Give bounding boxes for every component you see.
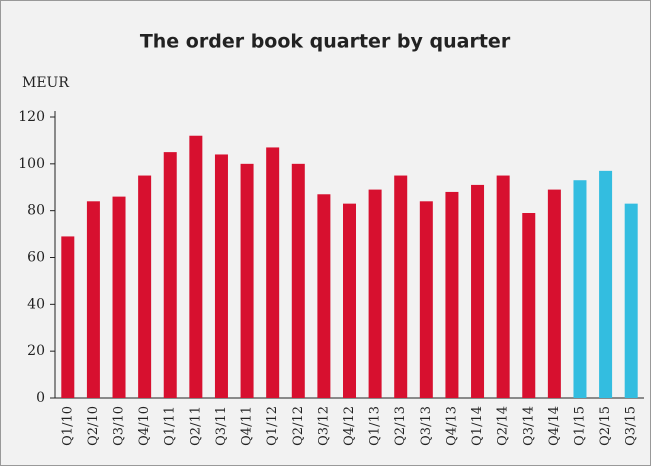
- bar: [240, 163, 254, 398]
- bar: [522, 213, 536, 398]
- x-tick-label: Q2/10: [86, 406, 101, 446]
- bar: [599, 170, 613, 398]
- x-tick-label: Q4/12: [342, 406, 357, 446]
- bar: [368, 189, 382, 398]
- bar: [291, 163, 305, 398]
- x-tick-label: Q2/11: [188, 406, 203, 446]
- y-tick-label: 0: [36, 390, 45, 406]
- x-tick-label: Q3/11: [214, 406, 229, 446]
- y-tick-label: 80: [27, 203, 45, 219]
- bar: [214, 154, 228, 398]
- bar: [624, 203, 638, 398]
- bar: [163, 152, 177, 398]
- x-tick-label: Q1/10: [60, 406, 75, 446]
- x-tick-label: Q2/13: [393, 406, 408, 446]
- x-tick-label: Q2/14: [496, 406, 511, 446]
- x-tick-label: Q4/11: [240, 406, 255, 446]
- bar: [112, 196, 126, 398]
- x-tick-label: Q2/15: [598, 406, 613, 446]
- y-tick-label: 40: [27, 296, 45, 312]
- x-tick-label: Q1/13: [368, 406, 383, 446]
- bar: [419, 201, 433, 398]
- x-tick-label: Q1/12: [265, 406, 280, 446]
- x-tick-label: Q2/12: [291, 406, 306, 446]
- x-tick-label: Q3/14: [521, 406, 536, 446]
- bar: [189, 135, 203, 398]
- bar: [471, 184, 485, 398]
- bar: [547, 189, 561, 398]
- bar: [573, 180, 587, 398]
- x-tick-label: Q3/13: [419, 406, 434, 446]
- bar: [138, 175, 152, 398]
- x-tick-label: Q1/14: [470, 406, 485, 446]
- chart-title: The order book quarter by quarter: [140, 31, 511, 53]
- x-tick-label: Q4/10: [137, 406, 152, 446]
- x-tick-label: Q3/15: [624, 406, 639, 446]
- y-tick-label: 20: [27, 343, 45, 359]
- x-tick-label: Q4/14: [547, 406, 562, 446]
- y-tick-label: 120: [18, 109, 45, 125]
- y-tick-label: 60: [27, 250, 45, 266]
- x-tick-label: Q1/15: [572, 406, 587, 446]
- bar: [86, 201, 100, 398]
- x-tick-label: Q3/12: [316, 406, 331, 446]
- x-tick-label: Q3/10: [112, 406, 127, 446]
- bar: [317, 194, 331, 398]
- y-axis-label: MEUR: [22, 75, 69, 91]
- bar: [496, 175, 510, 398]
- bar: [61, 236, 75, 398]
- bar: [343, 203, 356, 398]
- bar: [394, 175, 408, 398]
- bar: [445, 191, 459, 398]
- x-tick-label: Q1/11: [163, 406, 178, 446]
- x-tick-label: Q4/13: [444, 406, 459, 446]
- bar: [266, 147, 280, 398]
- y-tick-label: 100: [18, 156, 45, 172]
